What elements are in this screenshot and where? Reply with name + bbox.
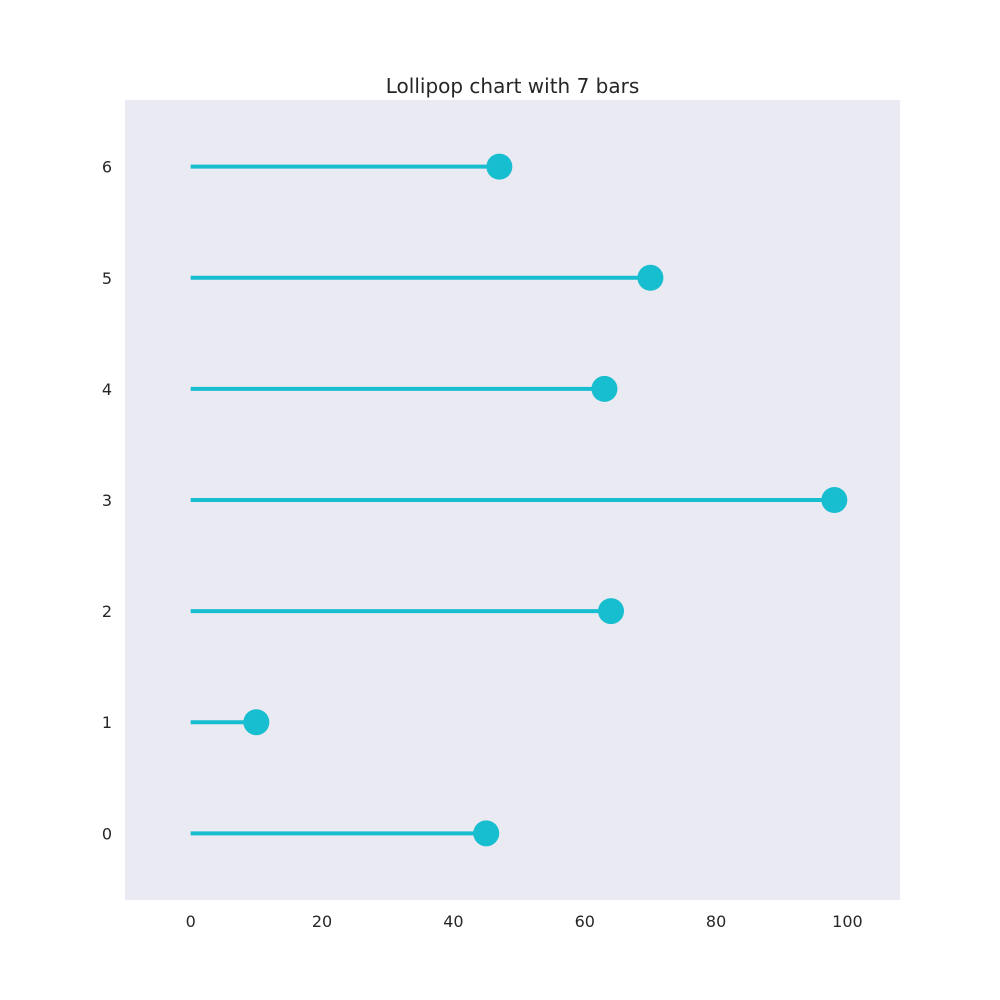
lollipop-marker — [637, 264, 664, 291]
x-tick-label: 80 — [706, 912, 726, 931]
y-tick-label: 2 — [102, 602, 112, 621]
lollipop-marker — [473, 820, 500, 847]
y-tick-label: 0 — [102, 824, 112, 843]
lollipop-marker — [598, 598, 625, 625]
y-tick-label: 3 — [102, 491, 112, 510]
x-tick-label: 0 — [186, 912, 196, 931]
lollipop-marker — [821, 487, 848, 513]
y-tick-label: 6 — [102, 158, 112, 177]
x-axis-ticks: 0 20 40 60 80 100 — [186, 912, 863, 931]
y-tick-label: 5 — [102, 269, 112, 288]
lollipop-marker — [486, 153, 513, 180]
lollipop-stems — [190, 164, 835, 836]
y-axis-ticks: 0 1 2 3 4 5 6 — [102, 158, 112, 844]
lollipop-marker — [243, 709, 270, 736]
y-tick-label: 1 — [102, 713, 112, 732]
x-tick-label: 20 — [312, 912, 332, 931]
y-tick-label: 4 — [102, 380, 112, 399]
lollipop-marker — [591, 375, 618, 402]
x-tick-label: 40 — [443, 912, 463, 931]
chart-title: Lollipop chart with 7 bars — [386, 74, 640, 98]
x-tick-label: 60 — [575, 912, 595, 931]
lollipop-markers — [243, 153, 848, 847]
x-tick-label: 100 — [832, 912, 863, 931]
